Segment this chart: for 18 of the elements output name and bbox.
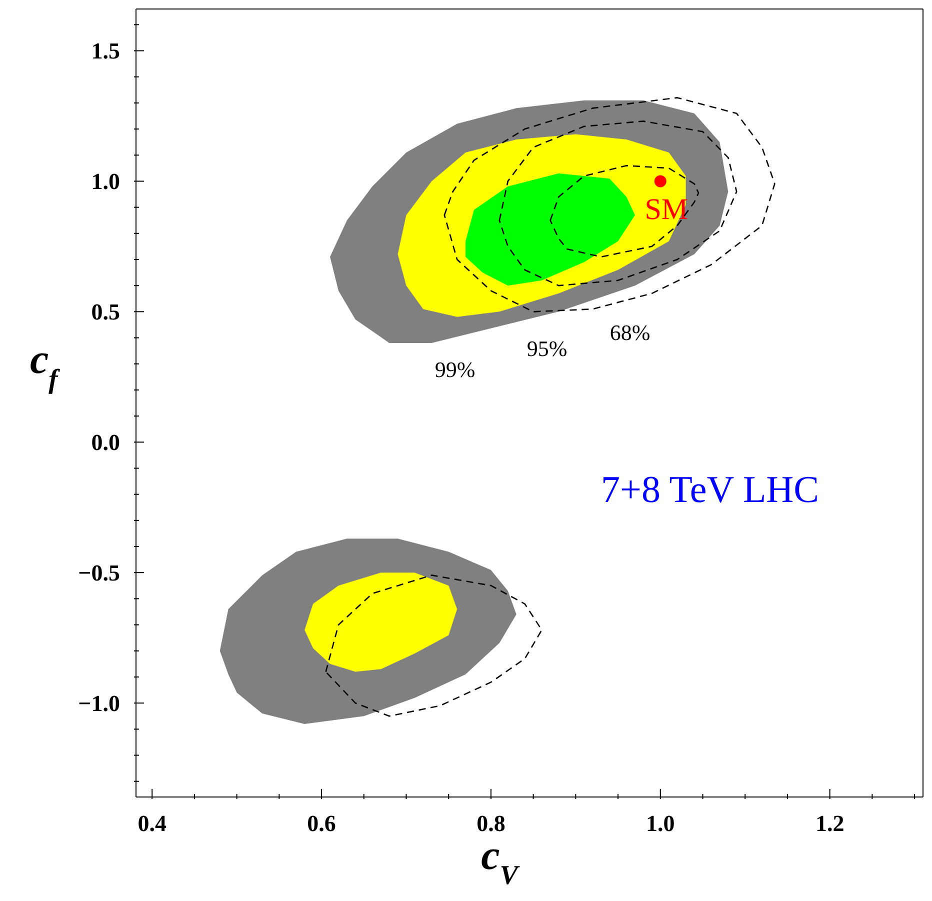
y-tick-label: 0.5 [91, 300, 120, 325]
annotation: 68% [610, 320, 650, 345]
x-tick-label: 1.2 [815, 811, 844, 836]
y-tick-label: 1.0 [91, 169, 120, 194]
y-tick-label: 0.0 [91, 430, 120, 456]
series-label: SM [644, 193, 688, 226]
y-axis-title: c$_{f}$ [30, 337, 61, 394]
x-tick-label: 1.0 [646, 811, 675, 836]
annotation: 99% [434, 357, 476, 382]
annotation: 7+8 TeV LHC [601, 469, 819, 511]
x-tick-label: 0.8 [476, 811, 506, 836]
y-tick-label: −1.0 [78, 691, 120, 716]
y-tick-label: −0.5 [78, 560, 120, 586]
x-axis-title: c$_{V}$ [481, 833, 521, 890]
x-tick-label: 0.6 [307, 811, 336, 836]
x-tick-label: 0.4 [138, 811, 167, 836]
annotation: 95% [526, 336, 568, 361]
y-tick-label: 1.5 [91, 38, 120, 64]
